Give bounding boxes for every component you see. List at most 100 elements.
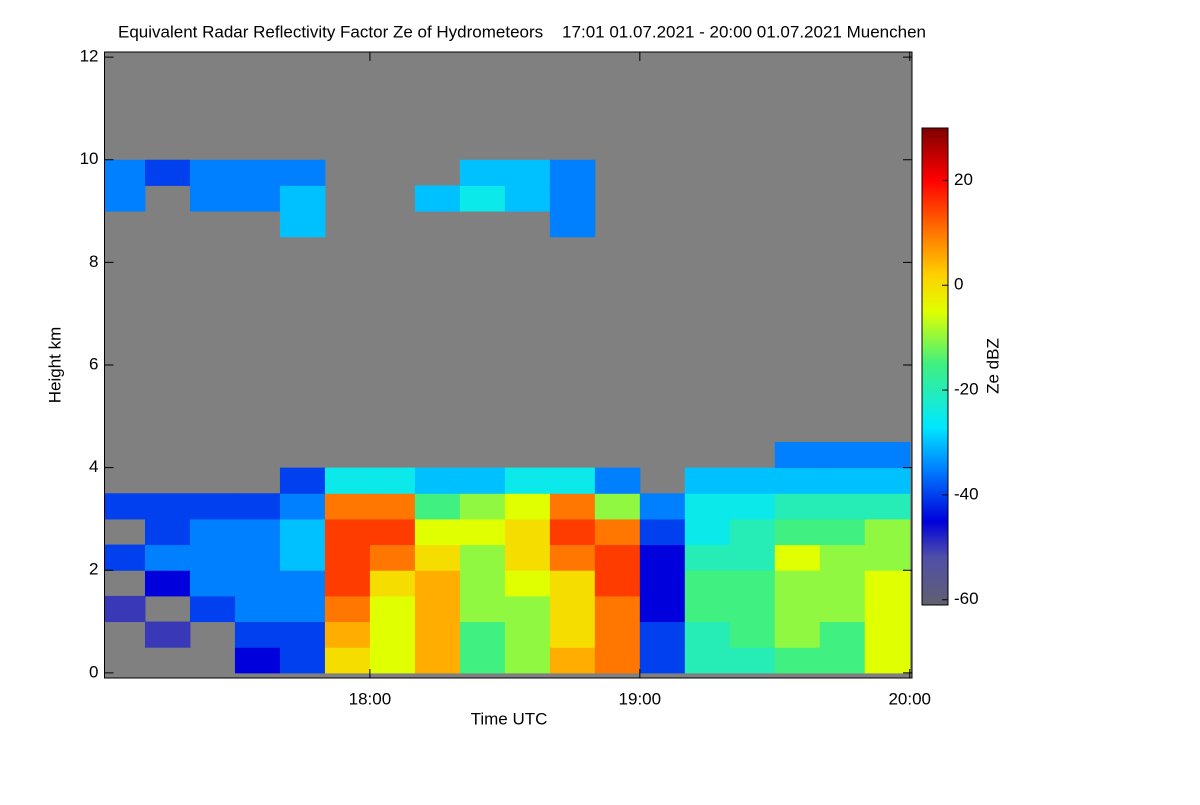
x-tick-label: 19:00 — [619, 689, 662, 708]
heatmap-cell — [144, 570, 191, 597]
heatmap-cell — [369, 467, 416, 494]
heatmap-cell — [459, 185, 506, 212]
heatmap-cell — [864, 647, 911, 674]
heatmap-cell — [459, 544, 506, 571]
heatmap-cell — [639, 518, 686, 546]
heatmap-cell — [549, 570, 596, 597]
heatmap-cell — [774, 544, 821, 571]
heatmap-cell — [594, 544, 641, 571]
y-tick-label: 6 — [89, 354, 98, 373]
heatmap-cell — [459, 493, 506, 520]
heatmap-cell — [729, 544, 776, 571]
heatmap-cell — [279, 647, 326, 674]
heatmap-cell — [414, 621, 461, 648]
colorbar-tick-label: -20 — [954, 380, 979, 399]
heatmap-cell — [549, 518, 596, 546]
heatmap-cell — [189, 595, 236, 623]
heatmap-cell — [189, 544, 236, 571]
heatmap-cell — [639, 647, 686, 674]
heatmap-cell — [279, 467, 326, 494]
heatmap-cell — [144, 544, 191, 571]
heatmap-cell — [414, 493, 461, 520]
heatmap-cell — [369, 544, 416, 571]
heatmap-cell — [279, 544, 326, 571]
heatmap-cell — [864, 493, 911, 520]
heatmap-cell — [504, 159, 551, 186]
chart-title: Equivalent Radar Reflectivity Factor Ze … — [118, 22, 926, 41]
heatmap-cell — [324, 518, 371, 546]
heatmap-cell — [459, 595, 506, 623]
y-axis-title: Height km — [45, 327, 64, 404]
heatmap-cell — [279, 493, 326, 520]
heatmap-cell — [864, 518, 911, 546]
heatmap-cell — [684, 518, 731, 546]
heatmap-cell — [774, 441, 821, 469]
heatmap-cell — [324, 647, 371, 674]
y-tick-label: 10 — [80, 149, 99, 168]
heatmap-cell — [104, 595, 146, 623]
heatmap-cell — [504, 647, 551, 674]
heatmap-cell — [279, 595, 326, 623]
colorbar — [921, 127, 949, 606]
heatmap-cell — [279, 185, 326, 212]
heatmap-cell — [414, 544, 461, 571]
heatmap-cell — [864, 570, 911, 597]
x-tick-label: 18:00 — [349, 689, 392, 708]
heatmap-cell — [549, 159, 596, 186]
heatmap-cell — [189, 518, 236, 546]
heatmap-cell — [549, 211, 596, 238]
heatmap-cell — [324, 467, 371, 494]
heatmap-cell — [324, 544, 371, 571]
heatmap-cell — [234, 595, 281, 623]
heatmap-cell — [414, 570, 461, 597]
heatmap-cell — [504, 518, 551, 546]
heatmap-cell — [369, 493, 416, 520]
heatmap-cell — [414, 185, 461, 212]
heatmap-cell — [189, 159, 236, 186]
heatmap-cell — [504, 595, 551, 623]
heatmap-cell — [864, 621, 911, 648]
heatmap-cell — [549, 185, 596, 212]
heatmap-cell — [369, 595, 416, 623]
heatmap-cell — [684, 467, 731, 494]
heatmap-cell — [819, 441, 866, 469]
heatmap-cell — [234, 544, 281, 571]
heatmap-cell — [369, 518, 416, 546]
heatmap-cell — [594, 647, 641, 674]
heatmap-cell — [459, 647, 506, 674]
heatmap-cell — [279, 159, 326, 186]
heatmap-cell — [459, 518, 506, 546]
heatmap-cell — [594, 493, 641, 520]
heatmap-cell — [774, 570, 821, 597]
heatmap-cell — [819, 647, 866, 674]
colorbar-tick-label: 0 — [954, 275, 963, 294]
heatmap-cell — [819, 467, 866, 494]
heatmap-cell — [459, 467, 506, 494]
heatmap-cell — [504, 621, 551, 648]
heatmap-cell — [459, 621, 506, 648]
heatmap-cell — [279, 570, 326, 597]
heatmap-cell — [144, 621, 191, 648]
heatmap-cell — [549, 647, 596, 674]
heatmap-cell — [684, 493, 731, 520]
y-tick-label: 4 — [89, 457, 98, 476]
heatmap-cell — [144, 159, 191, 186]
heatmap-cell — [864, 595, 911, 623]
heatmap-cell — [324, 493, 371, 520]
heatmap-cell — [234, 518, 281, 546]
heatmap-cell — [594, 467, 641, 494]
heatmap-cell — [234, 159, 281, 186]
heatmap-cell — [189, 570, 236, 597]
heatmap-cell — [234, 621, 281, 648]
heatmap-cell — [684, 570, 731, 597]
heatmap-cell — [104, 159, 146, 186]
heatmap-cell — [819, 518, 866, 546]
heatmap-cell — [324, 570, 371, 597]
heatmap-cell — [549, 493, 596, 520]
heatmap-cell — [104, 493, 146, 520]
heatmap-cell — [594, 621, 641, 648]
heatmap-cell — [104, 185, 146, 212]
heatmap-cell — [144, 493, 191, 520]
heatmap-cell — [189, 185, 236, 212]
